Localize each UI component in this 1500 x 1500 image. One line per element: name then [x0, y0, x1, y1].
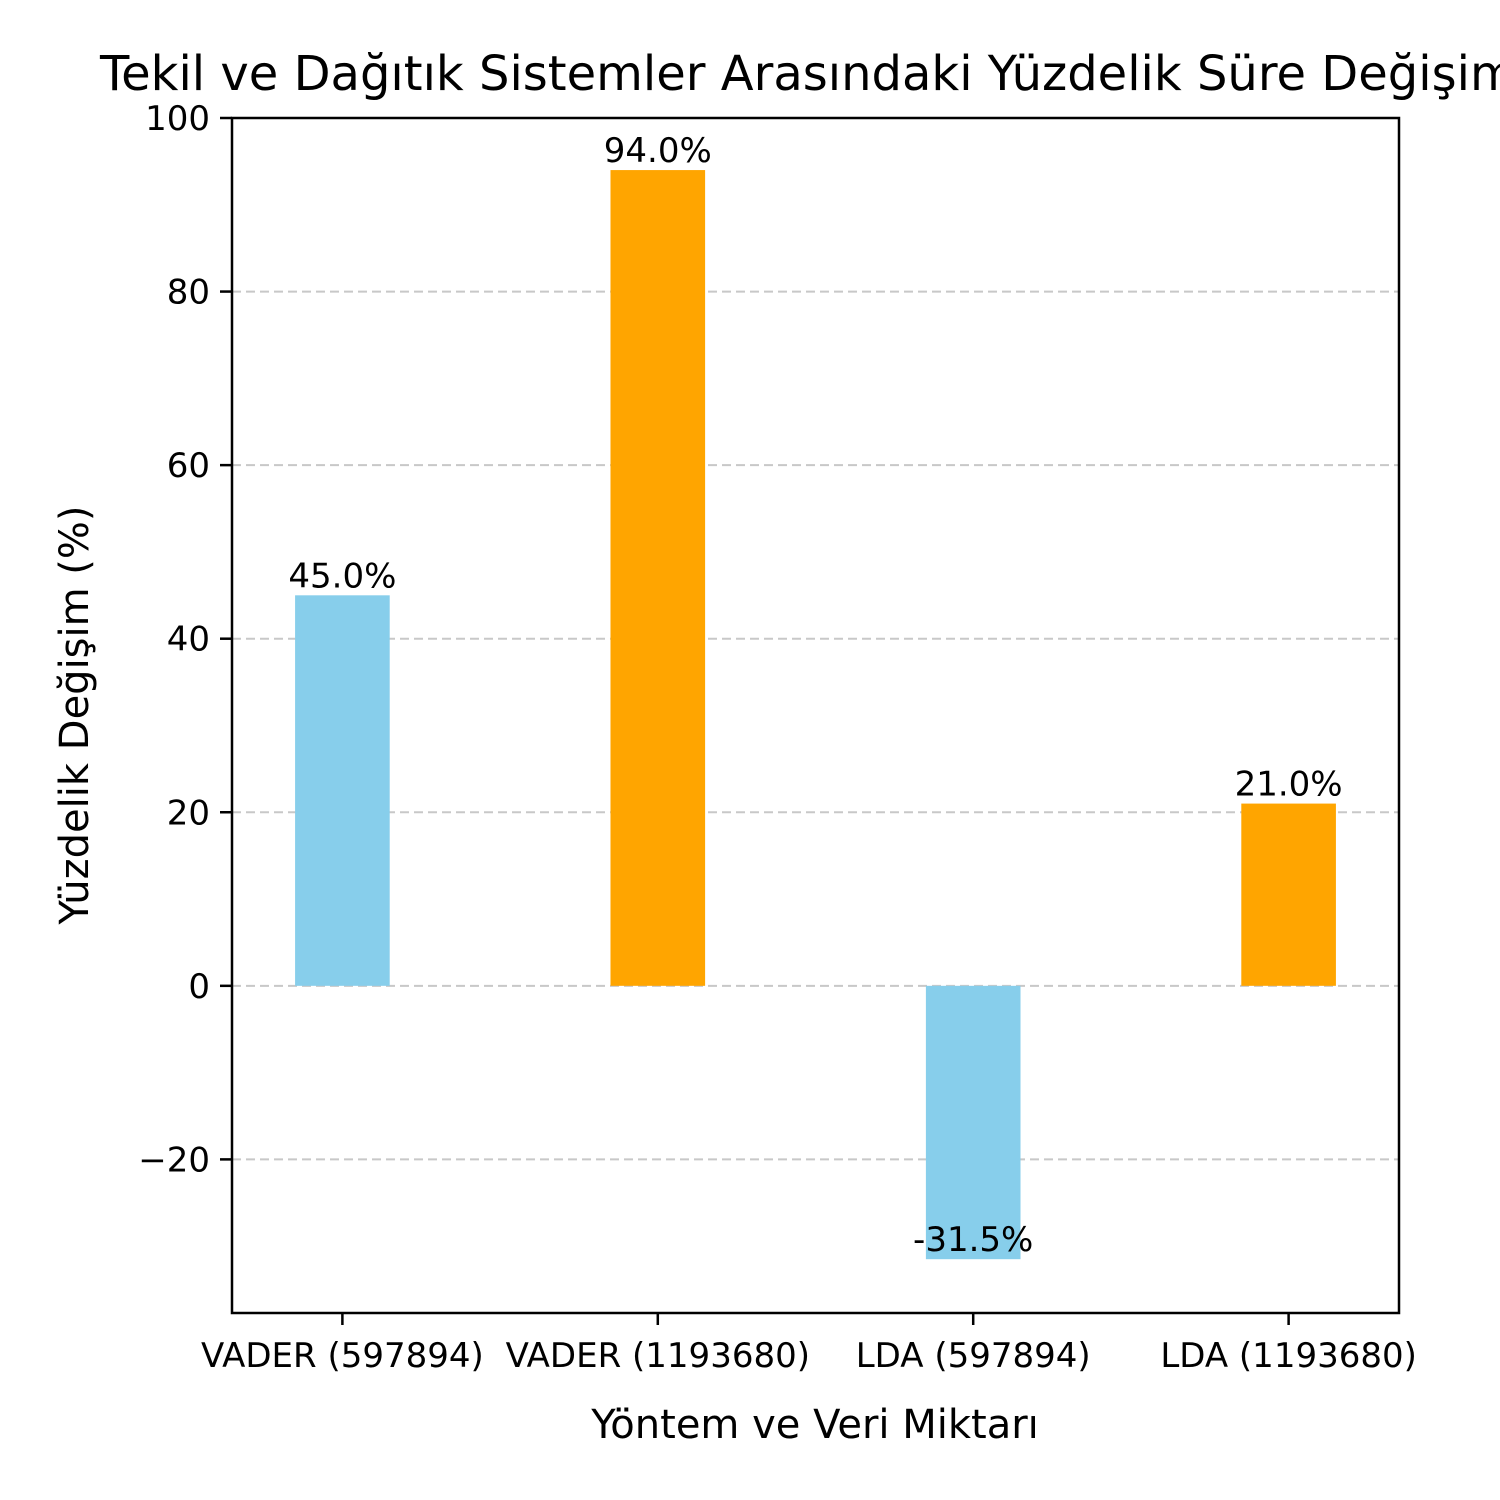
grid-lines — [232, 117, 1399, 1161]
y-axis-label: Yüzdelik Değişim (%) — [52, 505, 98, 925]
data-label: 45.0% — [288, 556, 396, 596]
bar — [1241, 803, 1336, 986]
data-label: -31.5% — [913, 1220, 1033, 1260]
x-axis-label: Yöntem ve Veri Miktarı — [590, 1402, 1039, 1448]
chart-title: Tekil ve Dağıtık Sistemler Arasındaki Yü… — [99, 46, 1500, 102]
bars — [295, 170, 1336, 1260]
data-label: 21.0% — [1235, 765, 1343, 805]
y-tick-label: 80 — [167, 273, 210, 313]
x-tick-label: VADER (1193680) — [506, 1336, 810, 1376]
x-axis-ticks: VADER (597894) VADER (1193680) LDA (597894… — [201, 1313, 1417, 1376]
data-labels: 45.0% 94.0% -31.5% 21.0% — [288, 131, 1342, 1260]
plot-frame — [230, 116, 1401, 1315]
x-tick-label: LDA (597894) — [856, 1336, 1091, 1376]
bar — [925, 985, 1021, 1260]
y-tick-label: 20 — [167, 793, 210, 833]
x-tick-label: VADER (597894) — [201, 1336, 484, 1376]
y-tick-label: 100 — [145, 99, 210, 139]
y-tick-label: −20 — [138, 1140, 210, 1180]
y-tick-label: 60 — [167, 446, 210, 486]
x-tick-label: LDA (1193680) — [1160, 1336, 1417, 1376]
data-label: 94.0% — [604, 131, 712, 171]
y-tick-label: 0 — [188, 967, 210, 1007]
y-axis-ticks: −20 0 20 40 60 80 100 — [138, 99, 232, 1180]
y-tick-label: 40 — [167, 620, 210, 660]
bar — [610, 170, 706, 986]
bar — [295, 595, 390, 986]
